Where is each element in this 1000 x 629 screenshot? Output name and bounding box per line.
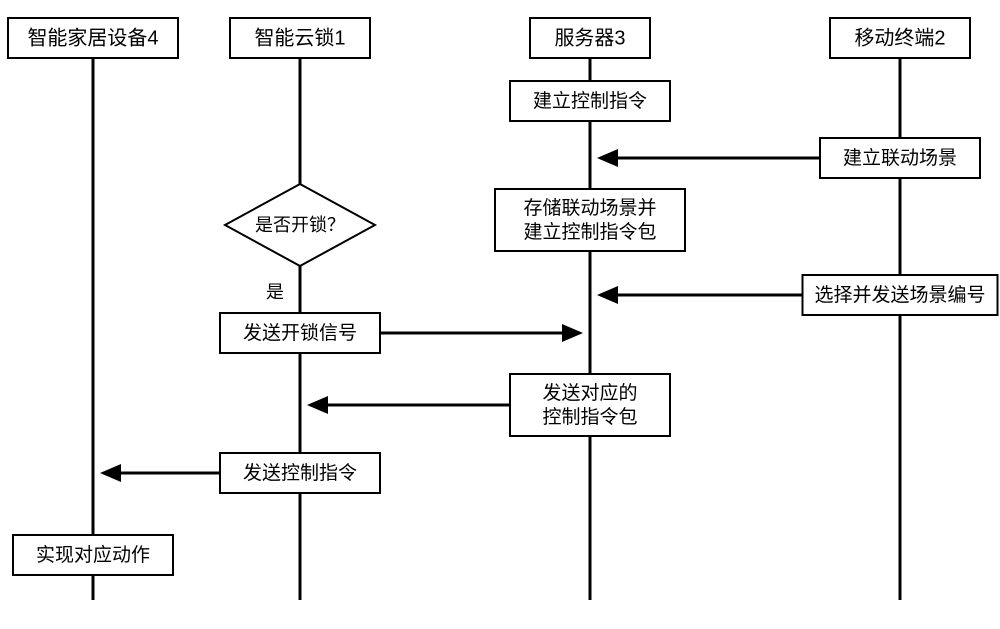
step-label-b3: 存储联动场景并 — [523, 197, 656, 219]
step-label-b6: 控制指令包 — [542, 406, 637, 428]
lane-header-label-server: 服务器3 — [554, 26, 625, 49]
step-label-b8: 实现对应动作 — [36, 544, 150, 566]
decision-branch-yes: 是 — [266, 282, 284, 302]
step-label-b6: 发送对应的 — [542, 382, 637, 404]
step-label-b7: 发送控制指令 — [243, 462, 357, 484]
lane-header-label-mobile: 移动终端2 — [854, 26, 945, 49]
decision-label: 是否开锁？ — [255, 215, 345, 235]
lane-header-label-lock: 智能云锁1 — [254, 26, 345, 49]
lane-header-label-device: 智能家居设备4 — [27, 26, 158, 49]
step-label-b5: 发送开锁信号 — [243, 322, 357, 344]
sequence-diagram: 智能家居设备4 智能云锁1 服务器3 移动终端2 建立控制指令建立联动场景存储联动场景… — [0, 0, 1000, 629]
step-label-b1: 建立控制指令 — [533, 90, 647, 112]
step-label-b3: 建立控制指令包 — [523, 221, 656, 243]
step-label-b2: 建立联动场景 — [843, 147, 957, 169]
step-label-b4: 选择并发送场景编号 — [814, 284, 985, 306]
